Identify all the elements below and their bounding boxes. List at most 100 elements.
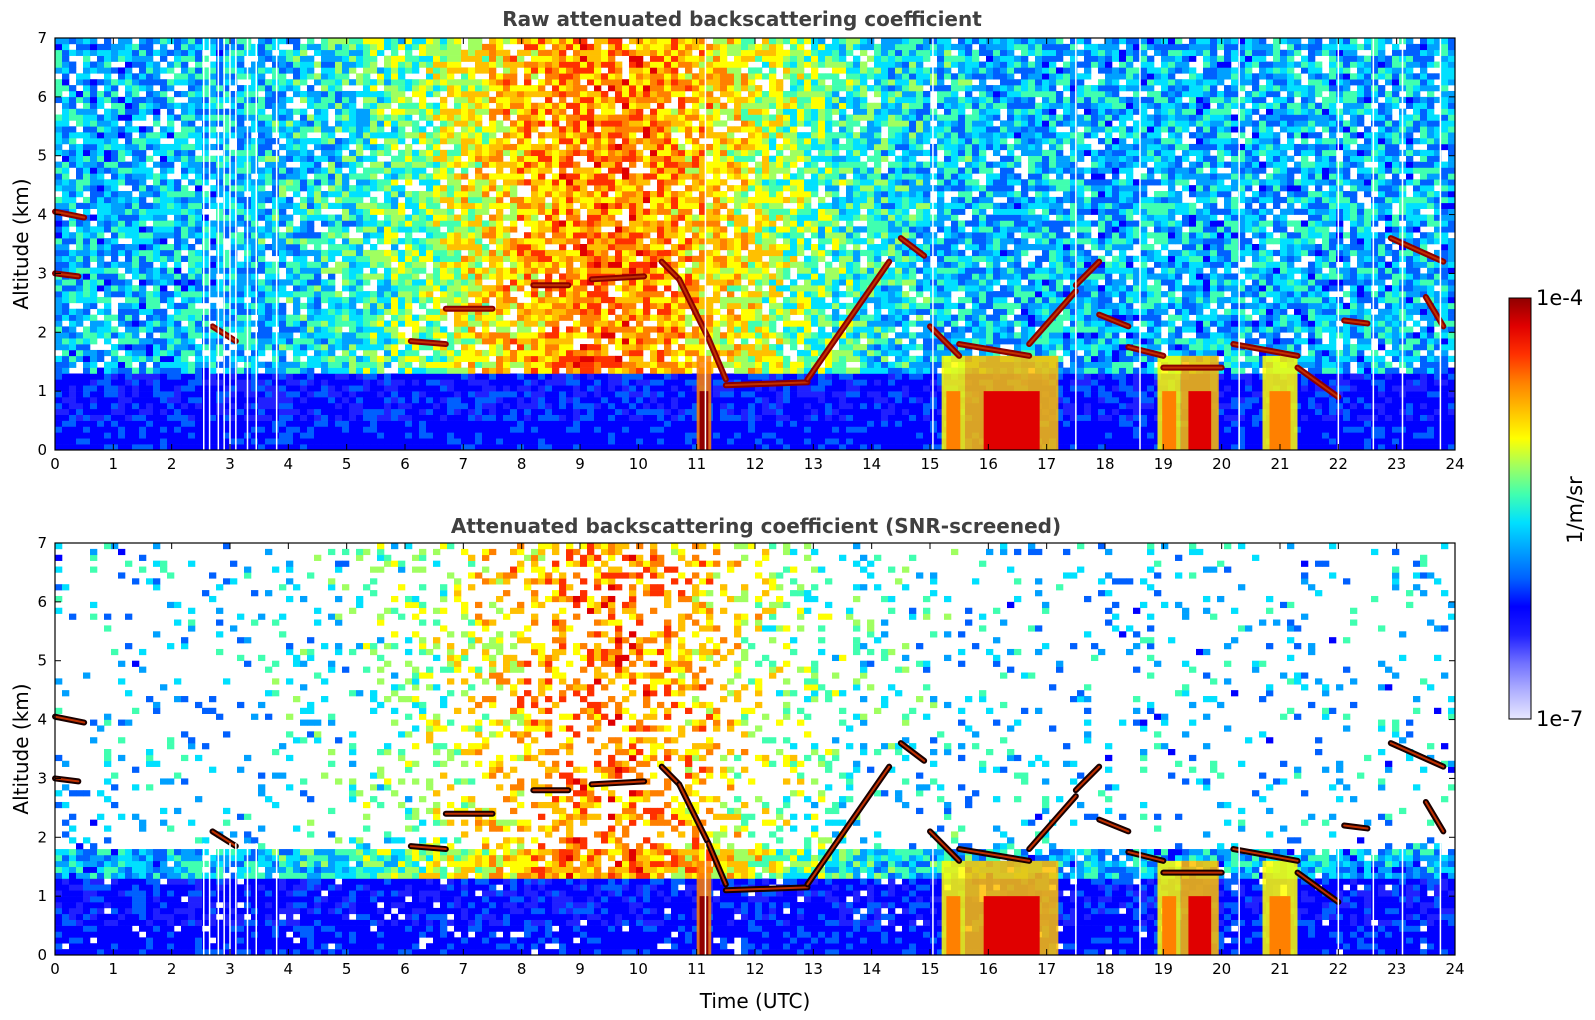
heatmap-cell [342,226,350,233]
heatmap-cell [405,85,413,92]
heatmap-cell [83,296,91,304]
heatmap-cell [160,191,168,198]
heatmap-cell [468,391,476,398]
heatmap-cell [419,191,427,198]
heatmap-cell [279,232,287,239]
heatmap-cell [76,261,84,268]
heatmap-cell [181,414,189,421]
heatmap-cell [209,38,217,45]
heatmap-cell [125,302,133,310]
heatmap-cell [461,244,469,251]
heatmap-cell [62,132,70,139]
heatmap-cell [594,202,602,209]
heatmap-cell [202,408,210,415]
heatmap-cell [76,438,84,445]
heatmap-cell [370,220,378,227]
heatmap-cell [594,238,602,245]
heatmap-cell [69,444,77,451]
heatmap-cell [104,438,112,445]
heatmap-cell [307,267,315,274]
heatmap-cell [90,108,98,115]
heatmap-cell [209,308,217,315]
heatmap-cell [566,220,574,227]
heatmap-cell [286,185,294,192]
heatmap-cell [510,132,518,139]
heatmap-cell [307,361,315,368]
heatmap-cell [517,408,525,415]
heatmap-cell [405,67,413,74]
heatmap-cell [363,108,371,115]
heatmap-cell [139,43,147,51]
heatmap-cell [328,402,336,410]
heatmap-cell [83,302,91,310]
heatmap-cell [440,232,448,239]
heatmap-cell [468,96,476,104]
heatmap-cell [524,291,532,298]
heatmap-cell [76,444,84,451]
heatmap-cell [62,108,70,115]
heatmap-cell [363,38,371,45]
heatmap-cell [279,155,287,162]
heatmap-cell [195,108,203,115]
heatmap-cell [524,261,532,268]
heatmap-cell [230,61,238,68]
heatmap-cell [468,43,476,51]
heatmap-cell [90,249,98,257]
heatmap-cell [573,420,581,427]
heatmap-cell [496,438,504,445]
heatmap-cell [426,320,434,327]
heatmap-cell [496,149,504,157]
heatmap-cell [566,185,574,192]
heatmap-cell [272,361,280,368]
heatmap-cell [104,402,112,410]
heatmap-cell [265,232,273,239]
heatmap-cell [286,61,294,68]
heatmap-cell [202,120,210,127]
heatmap-cell [538,338,546,345]
heatmap-cell [90,49,98,56]
heatmap-cell [398,391,406,398]
heatmap-cell [139,438,147,445]
heatmap-cell [111,402,119,410]
heatmap-cell [594,232,602,239]
heatmap-cell [510,244,518,251]
heatmap-cell [181,143,189,151]
heatmap-cell [167,385,175,392]
heatmap-cell [559,438,567,445]
heatmap-cell [300,179,308,186]
heatmap-cell [90,102,98,109]
heatmap-cell [412,408,420,415]
heatmap-cell [468,155,476,162]
heatmap-cell [335,90,343,98]
heatmap-cell [496,161,504,168]
heatmap-cell [552,344,560,351]
heatmap-cell [398,79,406,86]
heatmap-cell [566,43,574,51]
heatmap-cell [195,226,203,233]
heatmap-cell [594,349,602,357]
heatmap-cell [216,120,224,127]
heatmap-cell [90,285,98,292]
heatmap-cell [209,202,217,209]
heatmap-cell [202,96,210,104]
heatmap-cell [454,102,462,109]
heatmap-cell [97,143,105,151]
heatmap-cell [125,214,133,221]
heatmap-cell [174,220,182,227]
heatmap-cell [356,191,364,198]
heatmap-cell [475,232,483,239]
heatmap-cell [111,326,119,333]
heatmap-cell [300,196,308,204]
heatmap-cell [216,38,224,45]
heatmap-cell [545,373,553,380]
heatmap-cell [398,355,406,363]
heatmap-cell [517,114,525,121]
heatmap-cell [237,55,245,62]
heatmap-cell [216,49,224,56]
heatmap-cell [202,132,210,139]
heatmap-cell [62,444,70,451]
heatmap-cell [447,414,455,421]
heatmap-cell [503,320,511,327]
heatmap-cell [503,49,511,56]
heatmap-cell [174,444,182,451]
